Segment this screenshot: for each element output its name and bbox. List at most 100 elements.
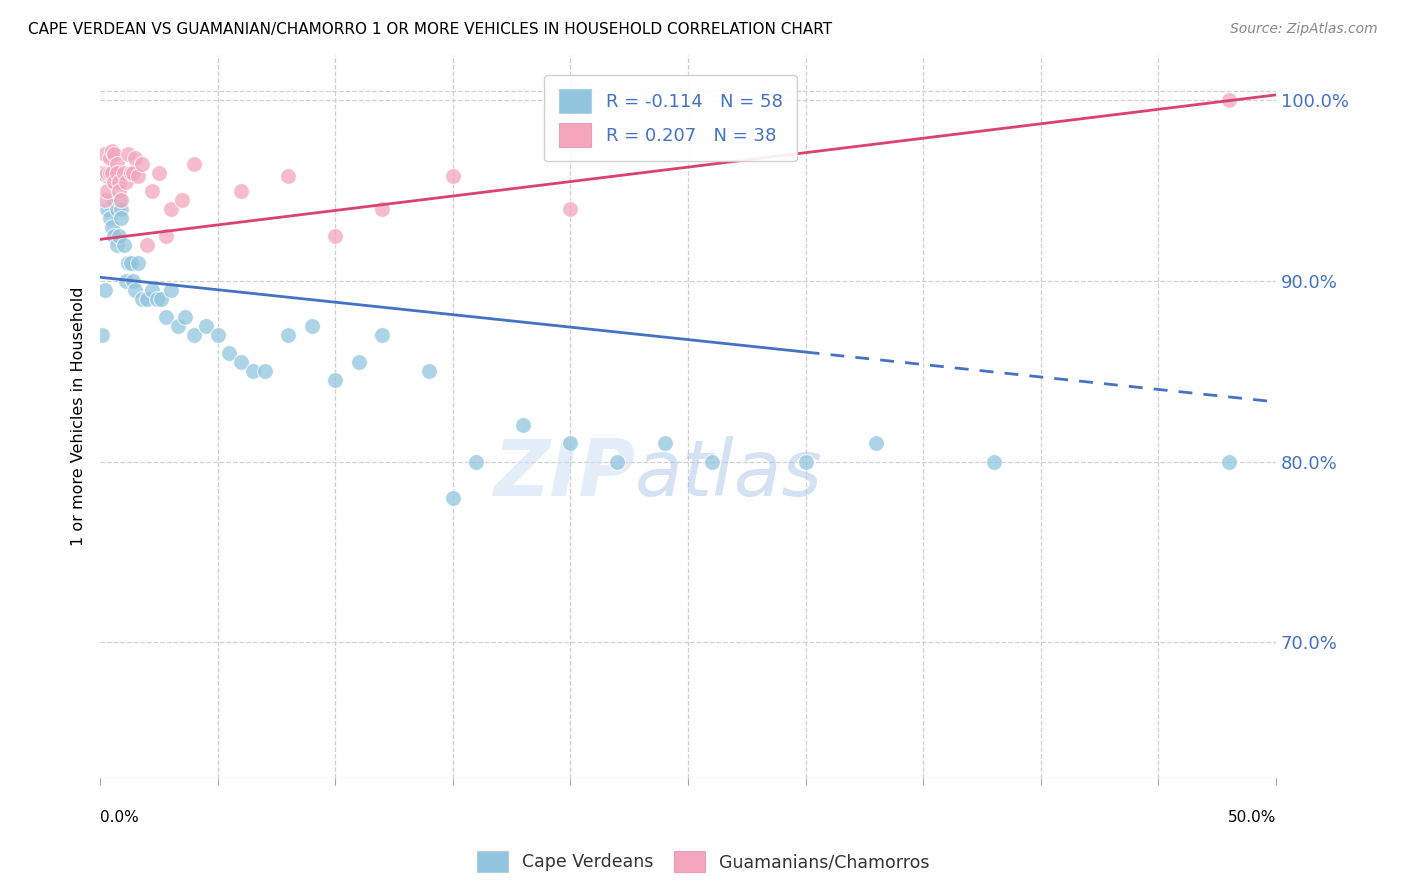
Point bbox=[94, 147, 117, 161]
Point bbox=[103, 193, 125, 207]
Point bbox=[94, 283, 117, 297]
Point bbox=[141, 283, 163, 297]
Point bbox=[103, 228, 125, 243]
Point bbox=[173, 310, 195, 324]
Point bbox=[441, 169, 464, 183]
Point bbox=[1218, 454, 1240, 468]
Point bbox=[242, 364, 264, 378]
Y-axis label: 1 or more Vehicles in Household: 1 or more Vehicles in Household bbox=[72, 286, 86, 546]
Point bbox=[108, 184, 131, 198]
Point bbox=[94, 193, 117, 207]
Legend: Cape Verdeans, Guamanians/Chamorros: Cape Verdeans, Guamanians/Chamorros bbox=[470, 844, 936, 879]
Point bbox=[96, 202, 118, 216]
Point bbox=[159, 283, 181, 297]
Point bbox=[606, 454, 628, 468]
Point bbox=[465, 454, 488, 468]
Point bbox=[98, 165, 121, 179]
Point bbox=[122, 274, 145, 288]
Point bbox=[112, 165, 135, 179]
Point bbox=[103, 147, 125, 161]
Point bbox=[159, 202, 181, 216]
Point bbox=[277, 169, 299, 183]
Point bbox=[512, 418, 534, 433]
Text: CAPE VERDEAN VS GUAMANIAN/CHAMORRO 1 OR MORE VEHICLES IN HOUSEHOLD CORRELATION C: CAPE VERDEAN VS GUAMANIAN/CHAMORRO 1 OR … bbox=[28, 22, 832, 37]
Point bbox=[110, 211, 132, 225]
Point bbox=[301, 319, 323, 334]
Point bbox=[418, 364, 440, 378]
Point bbox=[101, 144, 124, 158]
Text: 50.0%: 50.0% bbox=[1227, 810, 1277, 825]
Point bbox=[127, 169, 149, 183]
Point bbox=[117, 147, 139, 161]
Point bbox=[253, 364, 276, 378]
Point bbox=[207, 328, 229, 343]
Point bbox=[108, 228, 131, 243]
Text: 0.0%: 0.0% bbox=[100, 810, 139, 825]
Text: ZIP: ZIP bbox=[494, 436, 636, 512]
Point bbox=[103, 175, 125, 189]
Point bbox=[91, 165, 114, 179]
Point bbox=[98, 211, 121, 225]
Point bbox=[231, 355, 253, 369]
Point bbox=[166, 319, 188, 334]
Point bbox=[105, 202, 128, 216]
Point bbox=[101, 219, 124, 234]
Point bbox=[101, 193, 124, 207]
Point bbox=[136, 237, 159, 252]
Point bbox=[124, 283, 146, 297]
Text: Source: ZipAtlas.com: Source: ZipAtlas.com bbox=[1230, 22, 1378, 37]
Point bbox=[101, 165, 124, 179]
Text: atlas: atlas bbox=[636, 436, 823, 512]
Point bbox=[172, 193, 194, 207]
Point bbox=[155, 310, 177, 324]
Point bbox=[150, 292, 173, 306]
Point bbox=[96, 165, 118, 179]
Point bbox=[98, 151, 121, 165]
Point bbox=[441, 491, 464, 505]
Point bbox=[183, 156, 205, 170]
Point bbox=[231, 184, 253, 198]
Point bbox=[277, 328, 299, 343]
Point bbox=[110, 193, 132, 207]
Point bbox=[131, 156, 153, 170]
Point bbox=[323, 228, 346, 243]
Point bbox=[112, 237, 135, 252]
Point bbox=[654, 436, 676, 450]
Point bbox=[96, 169, 118, 183]
Point bbox=[103, 175, 125, 189]
Point bbox=[194, 319, 217, 334]
Point bbox=[865, 436, 887, 450]
Point bbox=[347, 355, 370, 369]
Point bbox=[91, 328, 114, 343]
Legend: R = -0.114   N = 58, R = 0.207   N = 38: R = -0.114 N = 58, R = 0.207 N = 38 bbox=[544, 75, 797, 161]
Point bbox=[371, 328, 394, 343]
Point bbox=[105, 156, 128, 170]
Point bbox=[1218, 93, 1240, 107]
Point bbox=[148, 165, 170, 179]
Point bbox=[105, 237, 128, 252]
Point bbox=[98, 165, 121, 179]
Point bbox=[117, 256, 139, 270]
Point bbox=[560, 436, 582, 450]
Point bbox=[120, 165, 142, 179]
Point bbox=[110, 202, 132, 216]
Point bbox=[124, 151, 146, 165]
Point bbox=[794, 454, 817, 468]
Point bbox=[115, 175, 138, 189]
Point bbox=[127, 256, 149, 270]
Point bbox=[122, 165, 145, 179]
Point bbox=[136, 292, 159, 306]
Point bbox=[371, 202, 394, 216]
Point bbox=[120, 256, 142, 270]
Point bbox=[560, 202, 582, 216]
Point bbox=[983, 454, 1005, 468]
Point bbox=[700, 454, 723, 468]
Point bbox=[145, 292, 167, 306]
Point bbox=[155, 228, 177, 243]
Point bbox=[323, 373, 346, 387]
Point bbox=[96, 184, 118, 198]
Point bbox=[131, 292, 153, 306]
Point bbox=[105, 165, 128, 179]
Point bbox=[183, 328, 205, 343]
Point bbox=[141, 184, 163, 198]
